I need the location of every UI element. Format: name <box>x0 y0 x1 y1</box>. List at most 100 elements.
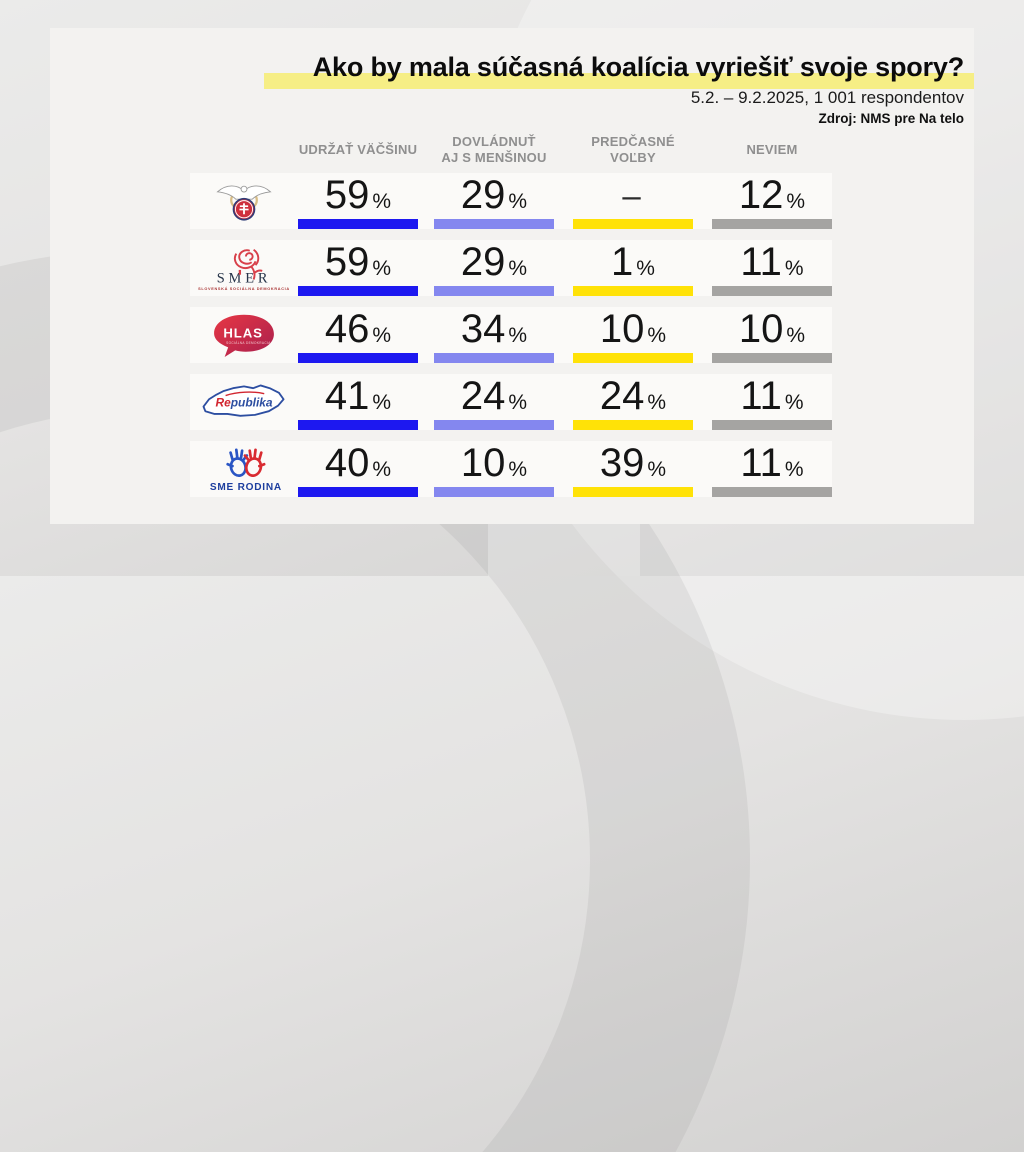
value-cell: 46% <box>298 307 418 363</box>
percent-sign: % <box>786 190 806 213</box>
poll-table: 59% 29% – 12% <box>190 173 832 508</box>
table-row: Republika 41% 24% 24% 11% <box>190 374 832 430</box>
value: 39 <box>599 441 645 485</box>
column-header-dovladnut-s-mensinou: DOVLÁDNUŤ AJ S MENŠINOU <box>441 134 547 165</box>
value-cell: 12% <box>712 173 832 229</box>
percent-sign: % <box>372 458 392 481</box>
value: 59 <box>324 173 370 217</box>
sns-logo <box>216 185 272 221</box>
survey-period: 5.2. – 9.2.2025, 1 001 respondentov <box>690 88 964 107</box>
value-cell: 29% <box>434 240 554 296</box>
sme-rodina-logo: SME RODINA <box>210 448 282 493</box>
party-logo-cell: HLAS SOCIÁLNA DEMOKRACIA <box>190 307 298 363</box>
value-cell: 1% <box>573 240 693 296</box>
value-bar <box>298 286 418 296</box>
party-logo-cell: SMER SLOVENSKÁ SOCIÁLNA DEMOKRACIA <box>190 240 298 296</box>
value-bar <box>573 353 693 363</box>
value-cell: 10% <box>434 441 554 497</box>
poll-card: Ako by mala súčasná koalícia vyriešiť sv… <box>50 28 974 524</box>
value: 41 <box>324 374 370 418</box>
percent-sign: % <box>508 324 528 347</box>
svg-text:SME RODINA: SME RODINA <box>210 482 282 493</box>
value: 40 <box>324 441 370 485</box>
percent-sign: % <box>508 257 528 280</box>
value-bar <box>298 487 418 497</box>
value: 1 <box>611 240 634 284</box>
value: 12 <box>738 173 784 217</box>
value: 29 <box>460 173 506 217</box>
table-row: SME RODINA 40% 10% 39% 11% <box>190 441 832 497</box>
value-cell: 10% <box>573 307 693 363</box>
percent-sign: % <box>647 391 667 414</box>
value-cell: 10% <box>712 307 832 363</box>
value-bar <box>434 420 554 430</box>
percent-sign: % <box>784 257 804 280</box>
value-bar <box>434 487 554 497</box>
source-credit: Zdroj: NMS pre Na telo <box>818 111 964 126</box>
value-bar <box>573 420 693 430</box>
value-bar <box>434 219 554 229</box>
percent-sign: % <box>372 257 392 280</box>
value-cell: 11% <box>712 441 832 497</box>
value-cell: 24% <box>573 374 693 430</box>
value-bar <box>712 286 832 296</box>
value: 29 <box>460 240 506 284</box>
value-bar <box>298 353 418 363</box>
party-logo-cell <box>190 173 298 229</box>
svg-text:HLAS: HLAS <box>223 326 262 341</box>
value-bar <box>712 487 832 497</box>
percent-sign: % <box>508 391 528 414</box>
value-bar <box>298 219 418 229</box>
value-cell: 59% <box>298 173 418 229</box>
table-row: SMER SLOVENSKÁ SOCIÁLNA DEMOKRACIA 59% 2… <box>190 240 832 296</box>
value-cell: 29% <box>434 173 554 229</box>
value-bar <box>573 219 693 229</box>
percent-sign: % <box>786 324 806 347</box>
value-bar <box>573 487 693 497</box>
value: 11 <box>740 374 782 418</box>
percent-sign <box>641 189 644 212</box>
party-logo-cell: SME RODINA <box>190 441 298 497</box>
republika-logo: Republika <box>202 384 285 417</box>
value-bar <box>712 219 832 229</box>
value-cell: 34% <box>434 307 554 363</box>
value: 46 <box>324 307 370 351</box>
percent-sign: % <box>647 458 667 481</box>
column-header-neviem: NEVIEM <box>746 142 798 157</box>
hlas-logo: HLAS SOCIÁLNA DEMOKRACIA <box>214 314 274 357</box>
table-row: 59% 29% – 12% <box>190 173 832 229</box>
column-header-predcasne-volby: PREDČASNÉ VOĽBY <box>591 134 675 165</box>
value: 10 <box>738 307 784 351</box>
value-cell: 11% <box>712 240 832 296</box>
value-cell: 41% <box>298 374 418 430</box>
title-highlight-bar <box>264 73 974 89</box>
value: 10 <box>460 441 506 485</box>
value: 34 <box>460 307 506 351</box>
percent-sign: % <box>372 190 392 213</box>
value-bar <box>712 420 832 430</box>
percent-sign: % <box>372 391 392 414</box>
percent-sign: % <box>636 257 655 280</box>
percent-sign: % <box>508 190 528 213</box>
percent-sign: % <box>784 458 804 481</box>
value-cell: 59% <box>298 240 418 296</box>
column-header-udrzat-vacsinu: UDRŽAŤ VÄČŠINU <box>298 142 418 157</box>
value: 10 <box>599 307 645 351</box>
value: – <box>622 177 641 214</box>
value: 11 <box>740 441 782 485</box>
value-bar <box>298 420 418 430</box>
value-cell: 24% <box>434 374 554 430</box>
percent-sign: % <box>647 324 667 347</box>
background-band-shape <box>488 518 640 576</box>
value-bar <box>434 286 554 296</box>
value-bar <box>434 353 554 363</box>
smer-logo: SMER SLOVENSKÁ SOCIÁLNA DEMOKRACIA <box>198 248 289 291</box>
value-cell: 11% <box>712 374 832 430</box>
value: 59 <box>324 240 370 284</box>
page-title: Ako by mala súčasná koalícia vyriešiť sv… <box>312 52 964 82</box>
svg-text:SOCIÁLNA DEMOKRACIA: SOCIÁLNA DEMOKRACIA <box>226 341 271 345</box>
value-cell: – <box>573 173 693 229</box>
value-cell: 39% <box>573 441 693 497</box>
value: 11 <box>740 240 782 284</box>
party-logo-cell: Republika <box>190 374 298 430</box>
